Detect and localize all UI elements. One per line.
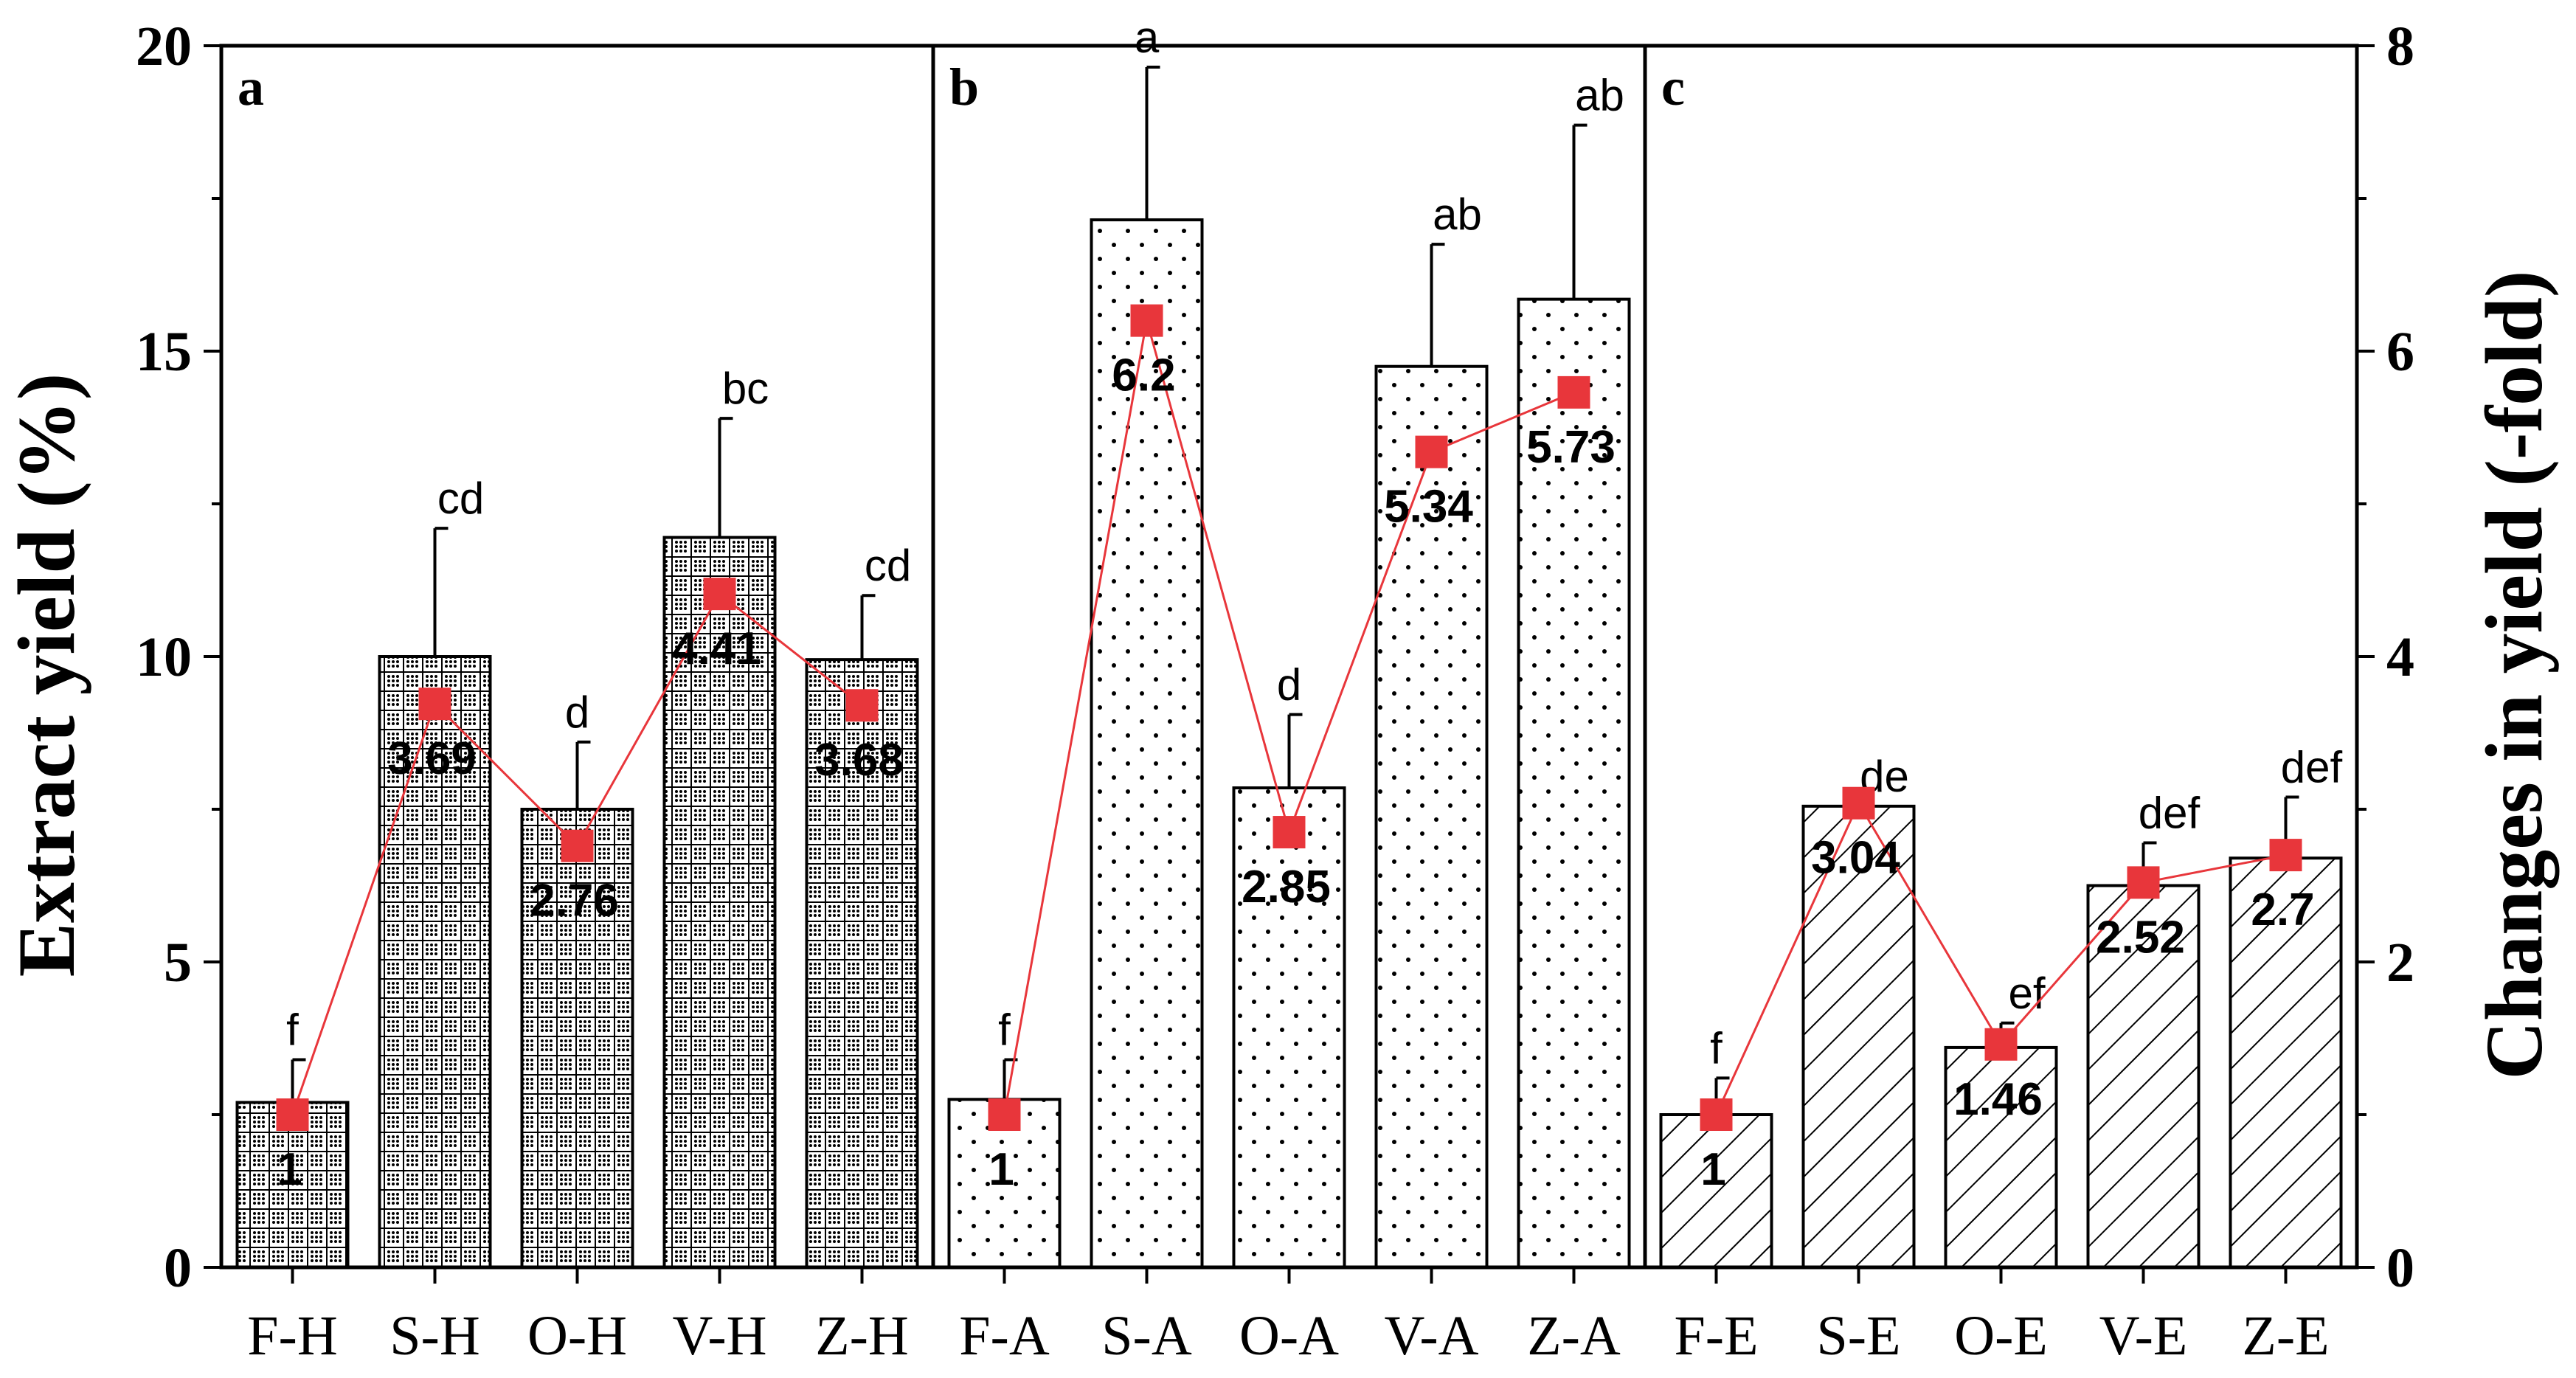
x-tick-label: S-E xyxy=(1817,1305,1901,1367)
fold-change-marker xyxy=(1130,304,1163,337)
fold-change-label: 1.46 xyxy=(1953,1074,2043,1125)
bar xyxy=(1944,1045,2058,1270)
fold-change-marker xyxy=(1984,1028,2018,1061)
significance-letter: bc xyxy=(722,364,769,413)
y-left-tick-label: 20 xyxy=(136,15,192,77)
fold-change-marker xyxy=(1415,435,1448,468)
x-tick-label: F-E xyxy=(1675,1305,1759,1367)
fold-change-label: 3.68 xyxy=(814,735,904,786)
fold-change-label: 1 xyxy=(277,1144,302,1195)
y-axis-right-label: Changes in yield (-fold) xyxy=(2469,270,2559,1079)
bar xyxy=(1232,786,1346,1269)
fold-change-marker xyxy=(276,1098,309,1131)
panel-label: c xyxy=(1661,58,1685,117)
fold-change-label: 3.69 xyxy=(387,733,477,784)
x-tick-label: V-E xyxy=(2099,1305,2188,1367)
panels-layer: a f cd d bc cd 1 3.69 2.76 4.41 3.68 b f a d ab ab 1 6.2 2.… xyxy=(235,13,2343,1270)
significance-letter: cd xyxy=(865,541,911,590)
x-tick-label: Z-A xyxy=(1527,1305,1621,1367)
bar xyxy=(1090,218,1204,1270)
significance-letter: f xyxy=(286,1005,299,1054)
bar xyxy=(1517,297,1631,1269)
x-tick-label: O-A xyxy=(1239,1305,1339,1367)
x-tick-label: Z-E xyxy=(2242,1305,2329,1367)
fold-change-label: 1 xyxy=(1700,1144,1725,1195)
panel-b: b f a d ab ab 1 6.2 2.85 5.34 5.73 xyxy=(947,13,1631,1270)
y-left-tick-label: 0 xyxy=(164,1237,192,1299)
y-left-tick-label: 5 xyxy=(164,932,192,994)
fold-change-label: 3.04 xyxy=(1811,833,1900,884)
fold-change-label: 4.41 xyxy=(672,623,761,674)
fold-change-label: 2.7 xyxy=(2251,884,2314,935)
x-tick-label: O-E xyxy=(1954,1305,2048,1367)
x-tick-label: S-A xyxy=(1101,1305,1192,1367)
significance-letter: d xyxy=(1277,660,1301,710)
fold-change-marker xyxy=(703,578,736,611)
fold-change-marker xyxy=(2269,839,2302,872)
panel-label: a xyxy=(238,58,264,117)
bar xyxy=(2086,884,2201,1269)
bar xyxy=(805,658,919,1269)
significance-letter: ab xyxy=(1575,71,1624,120)
fold-change-label: 6.2 xyxy=(1112,350,1175,401)
fold-change-label: 1 xyxy=(988,1144,1014,1195)
panel-a: a f cd d bc cd 1 3.69 2.76 4.41 3.68 xyxy=(235,58,919,1269)
y-right-tick-label: 8 xyxy=(2386,15,2414,77)
y-right-tick-label: 0 xyxy=(2386,1237,2414,1299)
significance-letter: f xyxy=(1710,1023,1722,1073)
fold-change-label: 5.34 xyxy=(1384,482,1473,533)
x-tick-label: O-H xyxy=(527,1305,627,1367)
x-tick-label: V-A xyxy=(1384,1305,1478,1367)
significance-letter: def xyxy=(2139,789,2201,838)
x-tick-label: F-H xyxy=(247,1305,337,1367)
bar xyxy=(1374,364,1489,1270)
y-right-tick-label: 4 xyxy=(2386,626,2414,688)
x-tick-label: S-H xyxy=(389,1305,479,1367)
significance-letter: cd xyxy=(437,474,484,523)
fold-change-marker xyxy=(1557,375,1590,409)
panel-label: b xyxy=(949,58,979,117)
fold-change-marker xyxy=(1700,1098,1733,1131)
bar xyxy=(2229,856,2343,1269)
y-left-tick-label: 15 xyxy=(136,321,192,383)
significance-letter: d xyxy=(565,688,589,737)
y-axis-left-label: Extract yield (%) xyxy=(1,373,91,977)
fold-change-label: 2.85 xyxy=(1242,862,1331,913)
significance-letter: ab xyxy=(1433,190,1482,239)
significance-letter: ef xyxy=(2008,969,2045,1018)
y-left-tick-label: 10 xyxy=(136,626,192,688)
fold-change-marker xyxy=(1273,816,1306,849)
x-tick-label: Z-H xyxy=(815,1305,909,1367)
y-right-tick-label: 6 xyxy=(2386,321,2414,383)
y-right-tick-label: 2 xyxy=(2386,932,2414,994)
axes-layer: F-H S-H O-H V-H Z-H F-A S-A O-A V-A Z-A F-E S-E O-E V… xyxy=(136,15,2414,1367)
significance-letter: a xyxy=(1135,13,1160,62)
fold-change-marker xyxy=(988,1098,1021,1131)
fold-change-marker xyxy=(845,689,879,722)
fold-change-marker xyxy=(2127,866,2160,899)
fold-change-label: 5.73 xyxy=(1526,422,1616,473)
significance-letter: f xyxy=(998,1005,1011,1054)
x-tick-label: F-A xyxy=(959,1305,1050,1367)
fold-change-label: 2.76 xyxy=(530,876,619,927)
fold-change-marker xyxy=(1842,786,1875,820)
fold-change-label: 2.52 xyxy=(2096,912,2185,963)
x-tick-label: V-H xyxy=(672,1305,766,1367)
significance-letter: def xyxy=(2281,742,2343,792)
fold-change-marker xyxy=(561,829,594,862)
fold-change-marker xyxy=(418,688,451,721)
